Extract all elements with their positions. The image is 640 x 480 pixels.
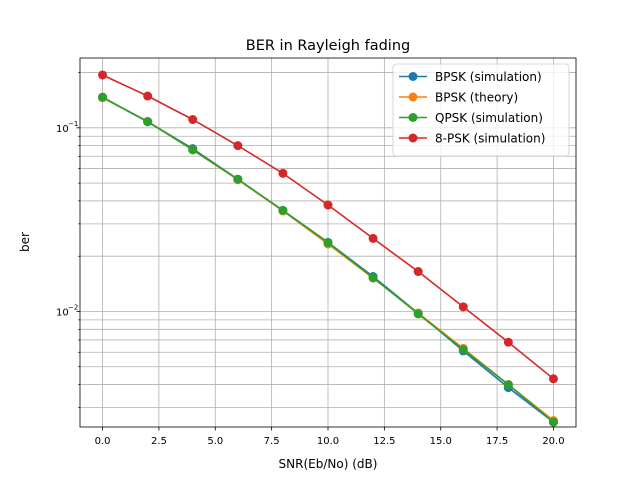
data-point — [278, 168, 288, 178]
y-tick-label: 10 — [56, 124, 69, 135]
y-axis-label: ber — [18, 232, 32, 252]
data-point — [233, 174, 243, 184]
x-tick-label: 5.0 — [207, 436, 223, 447]
data-point — [278, 205, 288, 215]
y-tick-label: 10 — [56, 307, 69, 318]
y-tick-exponent: −2 — [68, 303, 78, 311]
data-point — [368, 273, 378, 283]
x-tick-label: 2.5 — [151, 436, 167, 447]
data-point — [458, 302, 468, 312]
data-point — [233, 141, 243, 151]
x-axis-label: SNR(Eb/No) (dB) — [279, 457, 378, 471]
data-point — [368, 233, 378, 243]
x-tick-label: 15.0 — [430, 436, 452, 447]
data-point — [323, 238, 333, 248]
data-point — [143, 117, 153, 127]
data-point — [413, 267, 423, 277]
data-point — [413, 309, 423, 319]
x-tick-label: 20.0 — [542, 436, 564, 447]
x-tick-label: 7.5 — [264, 436, 280, 447]
ticks: 0.0 2.5 5.0 7.5 10.0 12.5 15.0 17.5 20.010−210−1 — [56, 72, 565, 447]
data-point — [548, 374, 558, 384]
legend-label: 8-PSK (simulation) — [435, 132, 545, 146]
data-point — [98, 92, 108, 102]
data-point — [503, 380, 513, 390]
x-tick-label: 17.5 — [486, 436, 508, 447]
data-point — [143, 91, 153, 101]
legend-swatch-marker — [408, 92, 418, 102]
legend-swatch-marker — [408, 133, 418, 143]
data-point — [503, 337, 513, 347]
data-point — [98, 70, 108, 80]
x-tick-label: 10.0 — [317, 436, 339, 447]
data-point — [548, 417, 558, 427]
grid — [80, 58, 576, 427]
data-point — [188, 115, 198, 125]
data-point — [458, 345, 468, 355]
data-point — [188, 145, 198, 155]
x-tick-label: 0.0 — [95, 436, 111, 447]
series-4 — [98, 70, 558, 384]
y-tick-exponent: −1 — [68, 120, 78, 128]
legend-swatch-marker — [408, 113, 418, 122]
legend: BPSK (simulation) BPSK (theory) QPSK (simu… — [392, 63, 570, 157]
series-3 — [98, 92, 558, 427]
legend-swatch-marker — [408, 72, 418, 81]
data-point — [323, 200, 333, 210]
legend-label: BPSK (simulation) — [435, 70, 542, 84]
x-tick-label: 12.5 — [373, 436, 395, 447]
chart-title: BER in Rayleigh fading — [246, 38, 410, 54]
series-group — [98, 70, 558, 427]
legend-box — [392, 63, 570, 157]
legend-label: QPSK (simulation) — [435, 111, 543, 125]
legend-label: BPSK (theory) — [435, 91, 518, 105]
